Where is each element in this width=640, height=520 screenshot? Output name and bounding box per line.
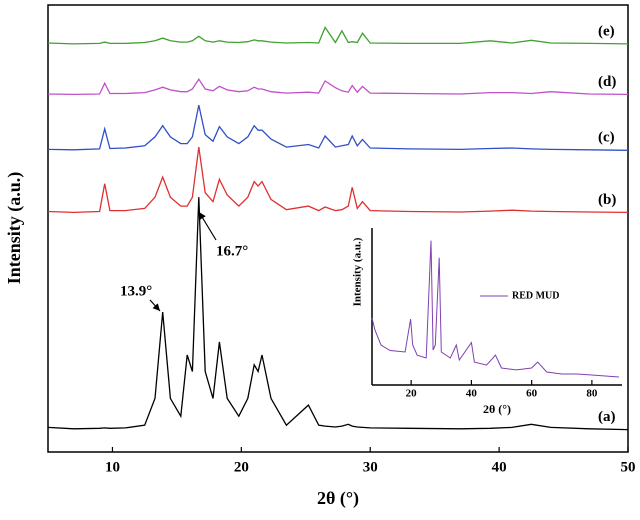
series-line [47, 104, 629, 151]
x-tick-label: 50 [621, 459, 636, 475]
legend-label: RED MUD [512, 290, 560, 301]
series-line [47, 147, 629, 214]
inset-x-axis-label: 2θ (°) [483, 402, 511, 416]
annotation: 13.9° [120, 283, 152, 299]
series-line [371, 240, 620, 378]
annotation-arrow [198, 211, 217, 241]
series-label: (e) [598, 23, 615, 39]
x-axis-label: 2θ (°) [317, 488, 359, 509]
series-line [47, 197, 629, 431]
series-label: (a) [598, 409, 616, 425]
annotation: 16.7° [216, 243, 248, 259]
x-tick-label: 30 [363, 459, 378, 475]
series-line [47, 26, 629, 45]
x-tick-label: 40 [492, 459, 507, 475]
series-label: (b) [598, 192, 616, 208]
x-tick-label: 60 [526, 388, 538, 400]
y-axis-label: Intensity (a.u.) [4, 172, 25, 285]
inset-y-axis-label: Intensity (a.u.) [352, 237, 364, 306]
annotation-arrow [149, 299, 161, 312]
x-tick-label: 40 [466, 388, 478, 400]
x-tick-label: 20 [406, 388, 418, 400]
x-tick-label: 80 [586, 388, 598, 400]
series-label: (d) [598, 74, 616, 90]
series-line [47, 78, 629, 96]
x-tick-label: 10 [105, 459, 120, 475]
x-tick-label: 20 [234, 459, 249, 475]
plot-frame [47, 4, 629, 453]
series-label: (c) [598, 130, 615, 146]
